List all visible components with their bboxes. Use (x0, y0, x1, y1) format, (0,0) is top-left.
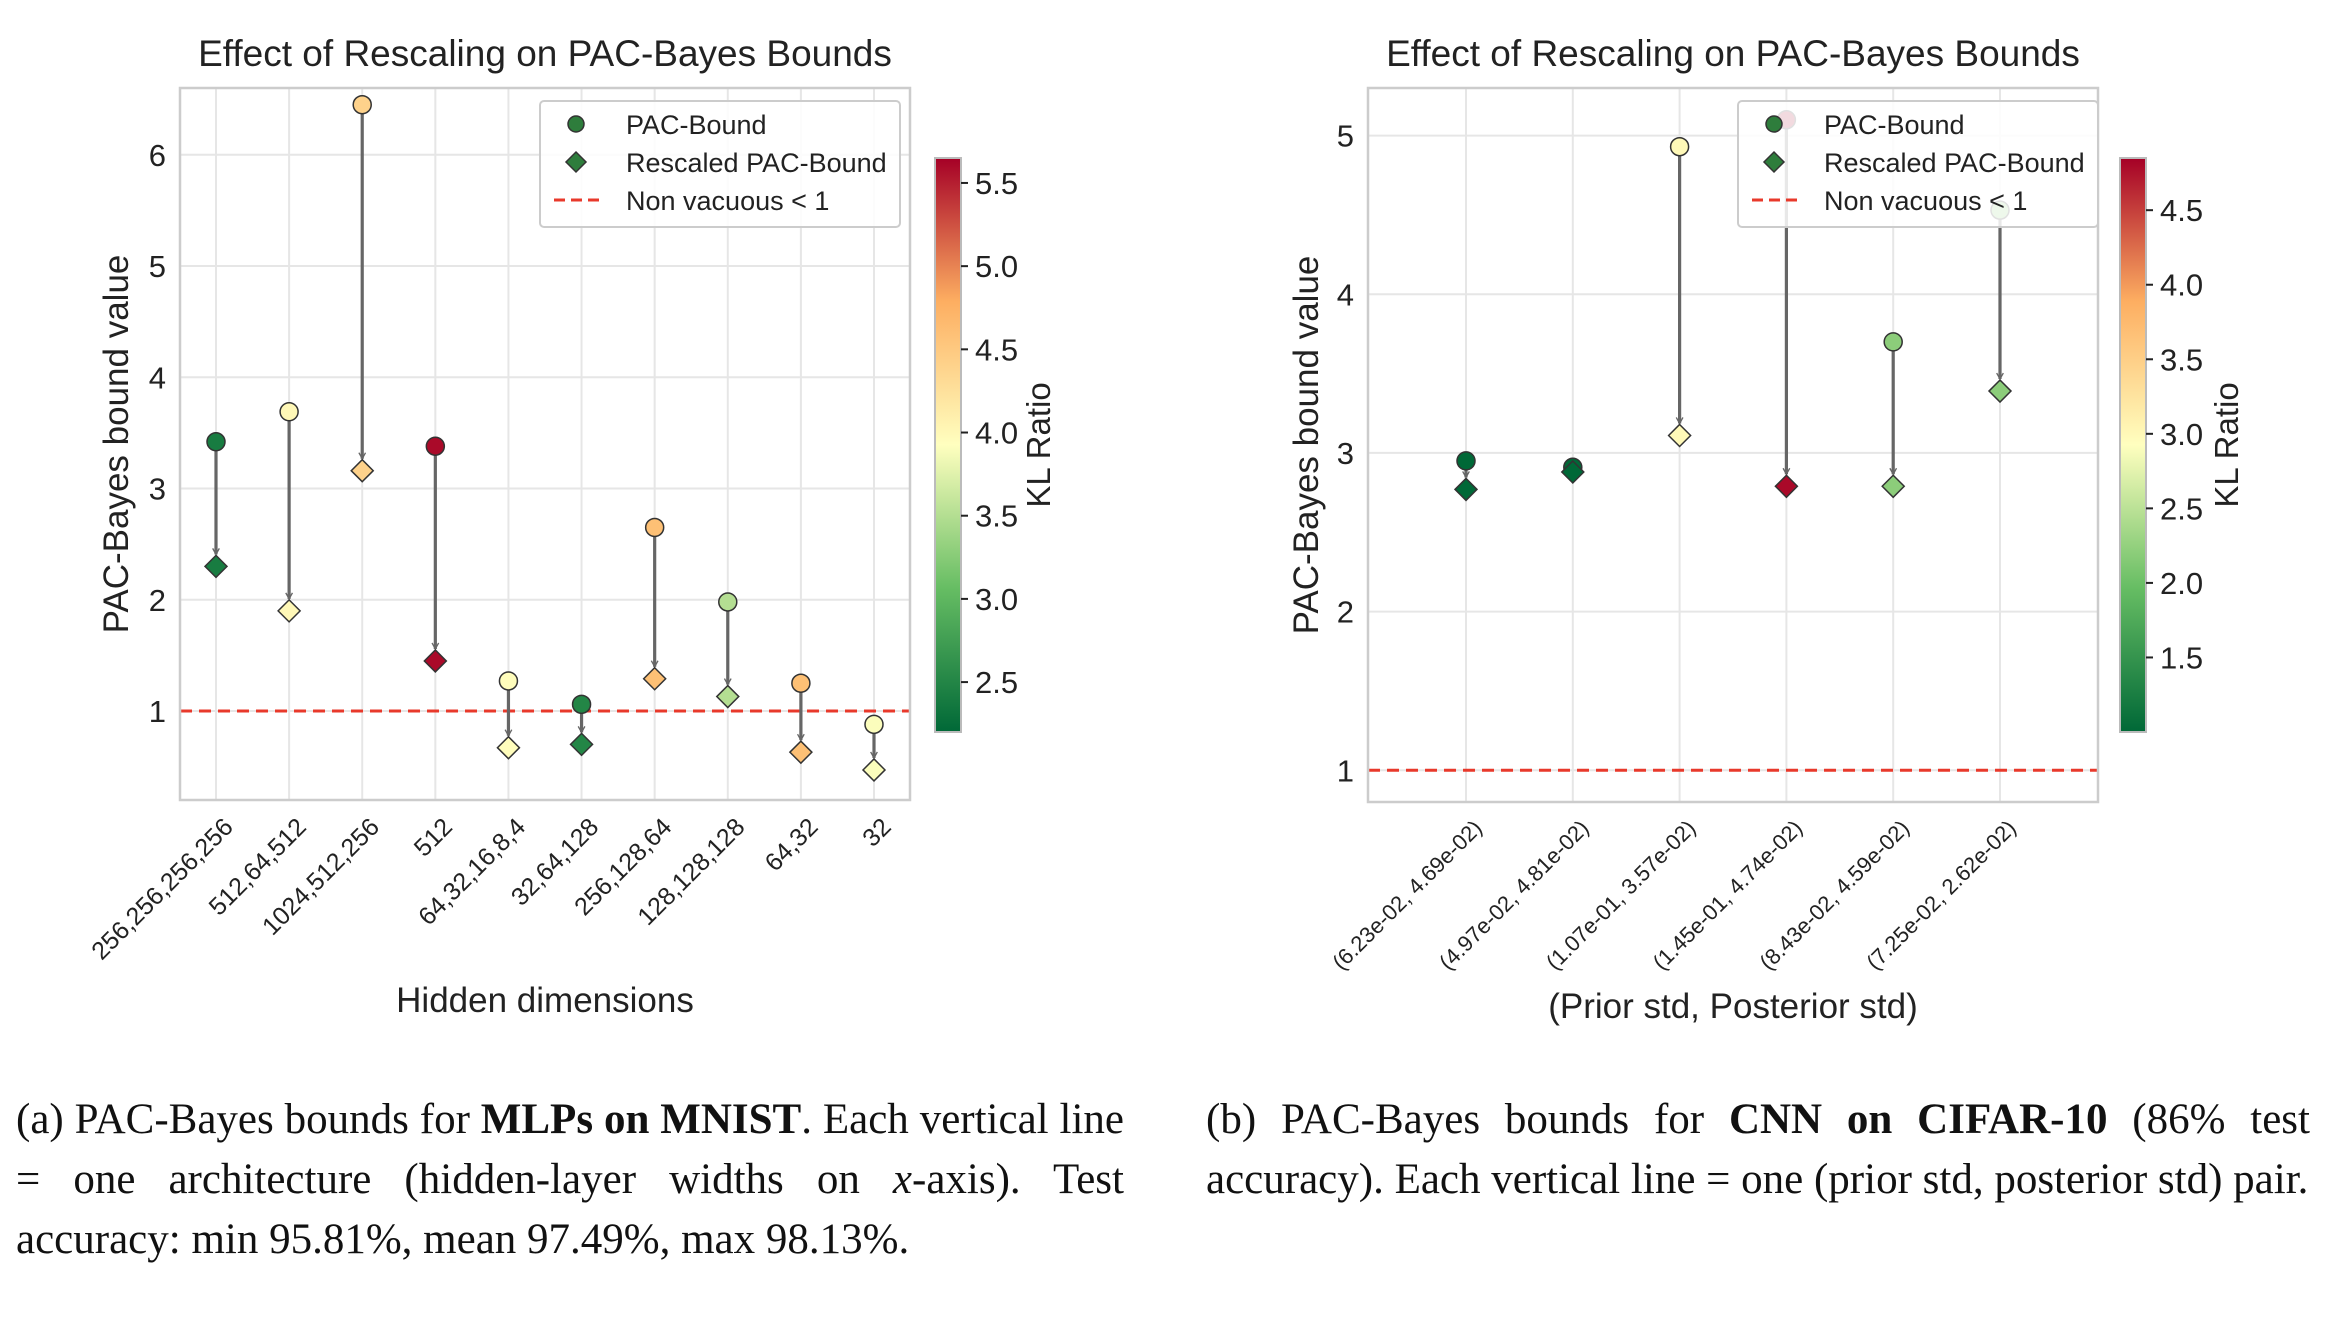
colorbar-tick-label: 3.5 (2160, 342, 2203, 377)
legend-box (1737, 100, 2099, 228)
y-tick-label: 5 (1337, 119, 1354, 154)
x-axis-label: Hidden dimensions (396, 981, 694, 1020)
colorbar-tick-label: 5.0 (975, 249, 1018, 284)
x-tick-label: 512 (409, 813, 458, 862)
legend-label: PAC-Bound (626, 110, 767, 140)
chart-title: Effect of Rescaling on PAC-Bayes Bounds (198, 33, 892, 74)
legend-label: Non vacuous < 1 (626, 186, 829, 216)
colorbar-tick-label: 2.0 (2160, 566, 2203, 601)
y-tick-label: 3 (149, 472, 166, 507)
y-axis-label: PAC-Bayes bound value (97, 255, 136, 634)
colorbar-tick-label: 5.5 (975, 166, 1018, 201)
legend-label: Rescaled PAC-Bound (1824, 148, 2085, 178)
pac-bound-point (718, 592, 738, 612)
legend-pac-bound-marker (1765, 115, 1783, 133)
caption-a-suffix: -axis). Test accuracy: min 95.81%, mean … (16, 1156, 1124, 1263)
chart-panel-a: 1 2 3 4 5 6 256,256,256,256 512,64,512 1024,512,… (0, 0, 1170, 1060)
y-tick-label: 4 (149, 360, 166, 395)
pac-bound-point (206, 432, 226, 452)
y-axis-label: PAC-Bayes bound value (1287, 256, 1326, 635)
legend-label: Non vacuous < 1 (1824, 186, 2027, 216)
x-tick-label: 64,32 (760, 813, 824, 877)
chart-panel-b: 1 2 3 4 5 (6.23e-02, 4.69e-02) (4.97e-02, 4.81… (1170, 0, 2340, 1060)
colorbar-tick-label: 2.5 (2160, 491, 2203, 526)
colorbar (934, 157, 962, 733)
rescaled-pac-bound-point (788, 740, 813, 765)
rescaled-pac-bound-point (715, 684, 740, 709)
caption-b: (b) PAC-Bayes bounds for CNN on CIFAR-10… (1206, 1090, 2310, 1210)
pac-bound-point (644, 517, 665, 538)
rescaled-pac-bound-point (423, 648, 448, 673)
caption-a-italic: x (892, 1156, 913, 1203)
rescaled-pac-bound-point (1453, 477, 1479, 502)
y-tick-label: 6 (149, 138, 166, 173)
colorbar-tick-label: 2.5 (975, 665, 1018, 700)
colorbar (2119, 157, 2147, 733)
colorbar-label: KL Ratio (2208, 382, 2245, 507)
colorbar-tick-label: 4.0 (2160, 268, 2203, 303)
rescaled-pac-bound-point (642, 666, 667, 691)
rescaled-pac-bound-point (496, 735, 521, 760)
caption-b-bold: CNN on CIFAR-10 (1728, 1096, 2108, 1143)
x-tick-label: 32 (857, 813, 896, 852)
pac-bound-point (352, 94, 372, 115)
caption-a-mid: . Each vertical line = one architecture … (16, 1096, 1124, 1203)
legend-pac-bound-marker (567, 115, 585, 133)
colorbar-tick-label: 4.5 (975, 332, 1018, 367)
caption-a-bold: MLPs on MNIST (480, 1096, 802, 1143)
rescaled-pac-bound-point (1881, 474, 1906, 499)
colorbar-tick-label: 3.0 (975, 582, 1018, 617)
y-tick-label: 5 (149, 249, 166, 284)
colorbar-label: KL Ratio (1020, 382, 1057, 507)
rescaled-pac-bound-point (1774, 474, 1799, 499)
legend-label: Rescaled PAC-Bound (626, 148, 887, 178)
legend-rescaled-marker (564, 150, 588, 174)
y-tick-label: 4 (1337, 277, 1354, 312)
pac-bound-point (279, 401, 299, 422)
y-tick-label: 2 (149, 583, 166, 618)
rescaled-pac-bound-point (861, 757, 887, 783)
caption-b-suffix: (86% test accuracy). Each vertical line … (1206, 1096, 2310, 1203)
pac-bound-point (1669, 136, 1690, 157)
chart-title: Effect of Rescaling on PAC-Bayes Bounds (1386, 33, 2080, 74)
rescaled-pac-bound-point (1560, 459, 1585, 485)
legend-box (539, 100, 901, 228)
caption-a: (a) PAC-Bayes bounds for MLPs on MNIST. … (16, 1090, 1124, 1270)
chart-a-svg: 123456256,256,256,256512,64,5121024,512,… (86, 33, 1057, 1020)
legend-label: PAC-Bound (1824, 110, 1965, 140)
rescaled-pac-bound-point (1987, 378, 2013, 404)
plot-frame (1366, 86, 2100, 804)
colorbar-tick-label: 3.0 (2160, 417, 2203, 452)
pac-bound-point (425, 436, 446, 456)
colorbar-tick-label: 1.5 (2160, 640, 2203, 675)
rescaled-pac-bound-point (277, 598, 302, 623)
pac-bound-point (791, 673, 811, 693)
caption-b-prefix: (b) PAC-Bayes bounds for (1206, 1096, 1729, 1143)
rescaled-pac-bound-point (569, 732, 594, 757)
y-tick-label: 2 (1337, 595, 1354, 630)
colorbar-tick-label: 3.5 (975, 499, 1018, 534)
y-tick-label: 1 (1337, 753, 1354, 788)
plot-frame (178, 86, 912, 802)
pac-bound-point (1883, 332, 1903, 352)
colorbar-tick-label: 4.5 (2160, 193, 2203, 228)
caption-a-prefix: (a) PAC-Bayes bounds for (16, 1096, 481, 1143)
x-axis-label: (Prior std, Posterior std) (1548, 987, 1918, 1026)
pac-bound-point (571, 694, 592, 715)
y-tick-label: 1 (149, 694, 166, 729)
pac-bound-point (1456, 451, 1476, 471)
rescaled-pac-bound-point (203, 554, 229, 579)
pac-bound-point (864, 714, 884, 735)
legend-rescaled-marker (1762, 150, 1786, 174)
rescaled-pac-bound-point (350, 458, 375, 483)
pac-bound-point (498, 671, 519, 691)
y-tick-label: 3 (1337, 436, 1354, 471)
rescaled-pac-bound-point (1667, 423, 1692, 448)
colorbar-tick-label: 4.0 (975, 416, 1018, 451)
